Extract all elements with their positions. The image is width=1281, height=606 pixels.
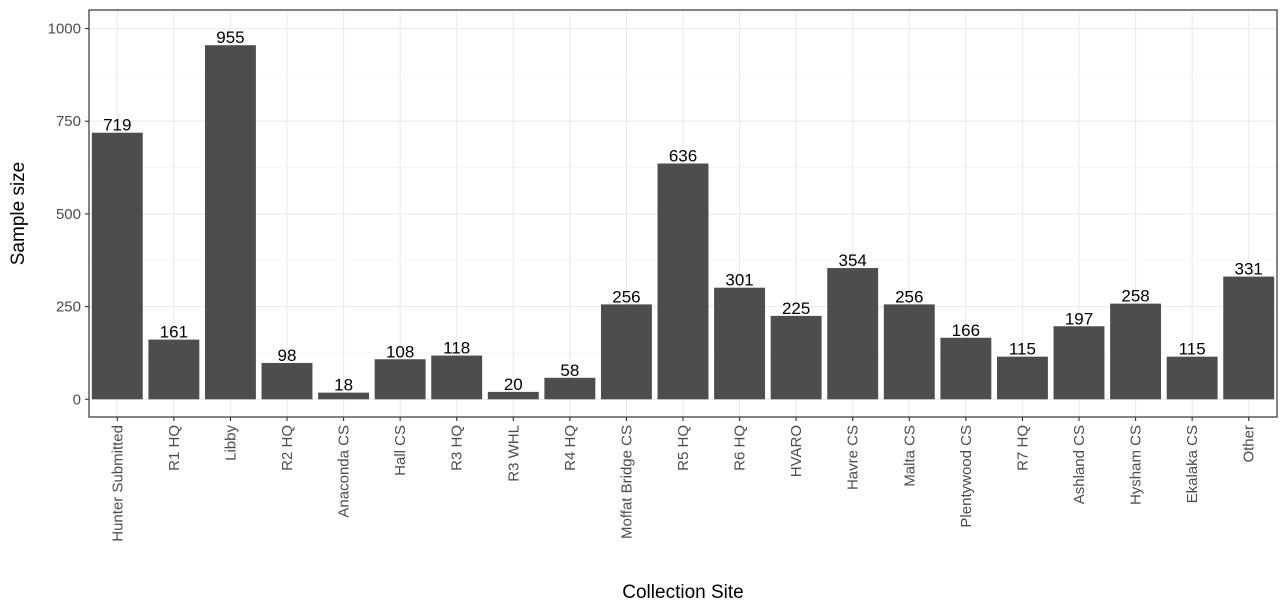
bar-value-label: 301: [725, 271, 753, 290]
bar-value-label: 256: [895, 287, 923, 306]
x-tick-label: R6 HQ: [732, 425, 749, 471]
x-tick-label: Hunter Submitted: [109, 425, 126, 542]
bar-value-label: 18: [334, 376, 353, 395]
bar: [204, 45, 256, 400]
bar: [1223, 276, 1275, 400]
bar: [996, 356, 1048, 400]
bar-value-labels: 719 161 955 98 18 108 118 20 58 256 636 301 225 354 25…: [103, 28, 1263, 394]
bar-value-label: 955: [216, 28, 244, 47]
bar-value-label: 354: [839, 251, 867, 270]
y-axis: 0 250 500 750 1000: [48, 21, 89, 408]
bar: [1110, 303, 1162, 400]
bar-value-label: 719: [103, 116, 131, 135]
x-axis-title: Collection Site: [622, 582, 743, 603]
y-tick-label: 500: [56, 206, 81, 223]
x-tick-label: Libby: [222, 425, 239, 461]
x-tick-label: Hysham CS: [1128, 425, 1145, 505]
bar: [600, 304, 652, 400]
bar-value-label: 98: [278, 346, 297, 365]
bar-value-label: 197: [1065, 309, 1093, 328]
x-tick-label: R3 WHL: [505, 425, 522, 482]
x-tick-label: R2 HQ: [279, 425, 296, 471]
bar-value-label: 115: [1179, 340, 1206, 359]
bar: [827, 268, 879, 400]
x-tick-label: HVARO: [788, 425, 805, 477]
x-tick-label: Malta CS: [901, 425, 918, 487]
bar-value-label: 256: [612, 287, 640, 306]
bar: [318, 392, 370, 400]
bar-value-label: 225: [782, 299, 810, 318]
x-tick-label: R5 HQ: [675, 425, 692, 471]
bar-value-label: 331: [1235, 260, 1263, 279]
bar: [374, 359, 426, 400]
bar: [261, 362, 313, 400]
y-tick-label: 750: [56, 113, 81, 130]
bar-value-label: 118: [443, 339, 470, 358]
x-tick-label: Ekalaka CS: [1184, 425, 1201, 503]
y-tick-label: 250: [56, 299, 81, 316]
bar-value-label: 166: [952, 321, 980, 340]
x-tick-label: R1 HQ: [166, 425, 183, 471]
x-tick-label: Anaconda CS: [336, 425, 353, 518]
bar-value-label: 20: [504, 375, 523, 394]
x-tick-label: Plentywood CS: [958, 425, 975, 528]
x-tick-label: Ashland CS: [1071, 425, 1088, 504]
bar: [883, 304, 935, 400]
x-tick-label: Other: [1241, 425, 1258, 463]
bar: [940, 337, 992, 400]
x-tick-label: Havre CS: [845, 425, 862, 490]
x-tick-label: Moffat Bridge CS: [618, 425, 635, 539]
bar-value-label: 161: [160, 323, 188, 342]
x-axis: Hunter Submitted R1 HQ Libby R2 HQ Anaconda …: [109, 417, 1258, 542]
bar-value-label: 115: [1009, 340, 1036, 359]
bar: [1053, 326, 1105, 400]
bar: [431, 355, 483, 400]
bar: [487, 391, 539, 400]
x-tick-label: R7 HQ: [1014, 425, 1031, 471]
x-tick-label: Hall CS: [392, 425, 409, 476]
bar-value-label: 108: [386, 342, 414, 361]
bar: [1166, 356, 1218, 400]
x-tick-label: R3 HQ: [449, 425, 466, 471]
bar: [544, 377, 596, 400]
bar: [91, 132, 143, 400]
bars: [91, 45, 1275, 400]
y-axis-title: Sample size: [8, 162, 29, 266]
bar: [770, 315, 822, 400]
bar-value-label: 58: [560, 361, 579, 380]
y-tick-label: 0: [73, 391, 81, 408]
bar: [657, 163, 709, 400]
bar: [148, 339, 200, 400]
bar-value-label: 636: [669, 146, 697, 165]
bar-value-label: 258: [1121, 287, 1149, 306]
x-tick-label: R4 HQ: [562, 425, 579, 471]
bar: [714, 287, 766, 400]
y-tick-label: 1000: [48, 21, 81, 38]
